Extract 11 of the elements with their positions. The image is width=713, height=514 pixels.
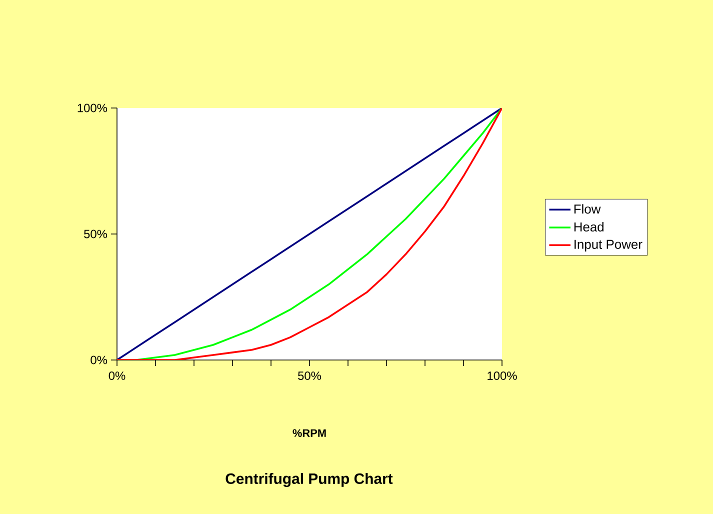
y-tick-label: 100% [78,104,108,112]
legend-label: Input Power [574,240,642,252]
y-tick-label: 50% [84,230,108,238]
x-tick-label: 100% [488,372,517,380]
y-tick-label: 0% [90,356,108,364]
x-tick-label: 0% [108,372,126,380]
x-axis-title: %RPM [292,429,326,437]
legend-label: Flow [574,204,601,214]
text: Centrifugal Pump Chart [226,473,393,487]
x-tick-label: 50% [298,372,322,380]
legend-label: Head [574,222,604,232]
